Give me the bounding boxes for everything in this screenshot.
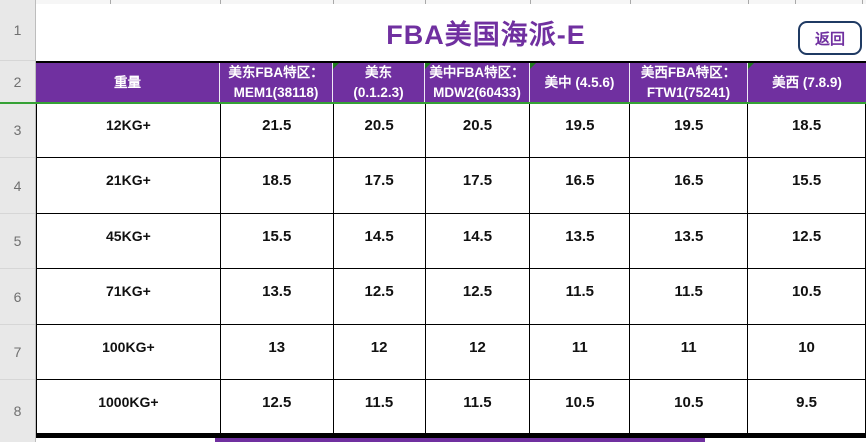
row-header-5[interactable]: 5 — [0, 214, 35, 269]
row-header-7[interactable]: 7 — [0, 325, 35, 380]
row-header-8[interactable]: 8 — [13, 402, 22, 419]
rate-cell[interactable]: 11.5 — [530, 269, 631, 324]
rate-table: FBA美国海派-E 重量 美东FBA特区： MEM1(38118) 美东 (0.… — [36, 4, 866, 434]
weight-cell[interactable]: 12KG+ — [37, 103, 221, 157]
rate-cell[interactable]: 16.5 — [630, 158, 749, 213]
table-bottom-border — [36, 433, 866, 438]
weight-cell[interactable]: 71KG+ — [37, 269, 221, 324]
rate-cell[interactable]: 15.5 — [221, 214, 334, 268]
header-line: 美中FBA特区： — [429, 64, 525, 80]
header-line: (0.1.2.3) — [353, 85, 404, 100]
rate-cell[interactable]: 18.5 — [221, 158, 334, 213]
rate-cell[interactable]: 19.5 — [530, 103, 631, 157]
row-header-3[interactable]: 3 — [0, 103, 35, 158]
rate-cell[interactable]: 12.5 — [426, 269, 531, 324]
column-header-strip — [36, 0, 866, 4]
rate-cell[interactable]: 20.5 — [426, 103, 531, 157]
header-line: 美东FBA特区： — [228, 64, 324, 80]
rate-cell[interactable]: 19.5 — [630, 103, 749, 157]
error-marker-triangle-icon — [333, 63, 339, 69]
rate-cell[interactable]: 10 — [748, 325, 866, 379]
table-row: 21KG+ 18.5 17.5 17.5 16.5 16.5 15.5 — [37, 158, 866, 214]
rate-cell[interactable]: 10.5 — [530, 380, 631, 434]
rate-cell[interactable]: 13.5 — [221, 269, 334, 324]
rate-cell[interactable]: 11 — [630, 325, 749, 379]
row-header-gutter: 1 2 3 4 5 6 7 8 — [0, 0, 36, 442]
row-header-1[interactable]: 1 — [0, 0, 35, 61]
weight-cell[interactable]: 45KG+ — [37, 214, 221, 268]
error-marker-triangle-icon — [748, 63, 754, 69]
header-line: 美西FBA特区： — [640, 64, 737, 80]
header-line: 美东 — [365, 64, 392, 80]
rate-cell[interactable]: 13.5 — [630, 214, 749, 268]
rate-cell[interactable]: 13 — [221, 325, 334, 379]
column-tick — [220, 0, 221, 4]
header-line: 美中 (4.5.6) — [544, 74, 615, 90]
header-west-fba-zone[interactable]: 美西FBA特区： FTW1(75241) — [630, 63, 748, 103]
header-central[interactable]: 美中 (4.5.6) — [530, 63, 630, 103]
title-row: FBA美国海派-E — [36, 4, 866, 61]
rate-cell[interactable]: 11.5 — [630, 269, 749, 324]
column-tick — [530, 0, 531, 4]
table-row: 71KG+ 13.5 12.5 12.5 11.5 11.5 10.5 — [37, 269, 866, 325]
table-row: 12KG+ 21.5 20.5 20.5 19.5 19.5 18.5 — [37, 103, 866, 158]
column-tick — [630, 0, 631, 4]
table-row: 100KG+ 13 12 12 11 11 10 — [37, 325, 866, 380]
header-line: MDW2(60433) — [433, 85, 521, 100]
weight-cell[interactable]: 21KG+ — [37, 158, 221, 213]
header-line: 美西 (7.8.9) — [772, 74, 842, 90]
rate-cell[interactable]: 16.5 — [530, 158, 631, 213]
rate-cell[interactable]: 10.5 — [748, 269, 866, 324]
rate-cell[interactable]: 13.5 — [530, 214, 631, 268]
weight-cell[interactable]: 1000KG+ — [37, 380, 221, 434]
page-title: FBA美国海派-E — [386, 20, 586, 50]
rate-cell[interactable]: 11.5 — [426, 380, 531, 434]
column-tick — [110, 0, 111, 4]
rate-cell[interactable]: 11.5 — [334, 380, 426, 434]
rate-cell[interactable]: 12 — [334, 325, 426, 379]
column-tick — [748, 0, 749, 4]
row-header-6[interactable]: 6 — [0, 269, 35, 325]
back-button[interactable]: 返回 — [798, 21, 862, 55]
table-row: 45KG+ 15.5 14.5 14.5 13.5 13.5 12.5 — [37, 214, 866, 269]
rate-cell[interactable]: 21.5 — [221, 103, 334, 157]
green-divider-line — [0, 102, 866, 104]
rate-cell[interactable]: 15.5 — [748, 158, 866, 213]
column-tick — [795, 0, 796, 4]
table-header-row: 重量 美东FBA特区： MEM1(38118) 美东 (0.1.2.3) 美中F… — [36, 61, 866, 103]
rate-cell[interactable]: 12.5 — [748, 214, 866, 268]
header-west[interactable]: 美西 (7.8.9) — [748, 63, 866, 103]
rate-cell[interactable]: 12.5 — [334, 269, 426, 324]
header-line: 重量 — [114, 74, 141, 90]
header-line: FTW1(75241) — [646, 85, 731, 100]
error-marker-triangle-icon — [425, 63, 431, 69]
rate-cell[interactable]: 9.5 — [748, 380, 866, 434]
rate-cell[interactable]: 14.5 — [426, 214, 531, 268]
header-central-fba-zone[interactable]: 美中FBA特区： MDW2(60433) — [425, 63, 530, 103]
header-east[interactable]: 美东 (0.1.2.3) — [333, 63, 425, 103]
rate-cell[interactable]: 14.5 — [334, 214, 426, 268]
rate-cell[interactable]: 12.5 — [221, 380, 334, 434]
column-tick — [425, 0, 426, 4]
rate-cell[interactable]: 11 — [530, 325, 631, 379]
column-tick — [333, 0, 334, 4]
rate-cell[interactable]: 17.5 — [334, 158, 426, 213]
header-line: MEM1(38118) — [233, 85, 319, 100]
error-marker-triangle-icon — [530, 63, 536, 69]
rate-grid: 12KG+ 21.5 20.5 20.5 19.5 19.5 18.5 21KG… — [36, 103, 866, 434]
table-row: 1000KG+ 12.5 11.5 11.5 10.5 10.5 9.5 — [37, 380, 866, 434]
row-header-4[interactable]: 4 — [0, 158, 35, 214]
header-east-fba-zone[interactable]: 美东FBA特区： MEM1(38118) — [220, 63, 333, 103]
row-header-2[interactable]: 2 — [0, 61, 35, 103]
rate-cell[interactable]: 20.5 — [334, 103, 426, 157]
next-table-header-peek — [215, 438, 705, 442]
column-tick — [862, 0, 863, 4]
header-weight[interactable]: 重量 — [36, 63, 220, 103]
rate-cell[interactable]: 18.5 — [748, 103, 866, 157]
rate-cell[interactable]: 10.5 — [630, 380, 749, 434]
weight-cell[interactable]: 100KG+ — [37, 325, 221, 379]
rate-cell[interactable]: 12 — [426, 325, 531, 379]
rate-cell[interactable]: 17.5 — [426, 158, 531, 213]
